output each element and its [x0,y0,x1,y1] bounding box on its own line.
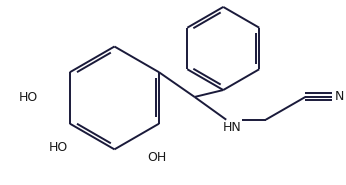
Text: N: N [335,90,344,103]
Text: HN: HN [222,121,241,134]
Text: OH: OH [147,151,166,164]
Text: HO: HO [19,91,38,105]
Text: HO: HO [49,141,68,154]
